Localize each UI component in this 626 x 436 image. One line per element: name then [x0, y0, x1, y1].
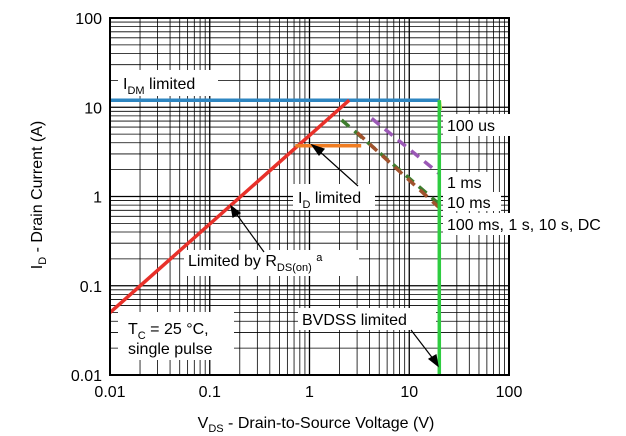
rds-limited-label: Limited by RDS(on) a — [188, 252, 323, 274]
us100-box — [443, 114, 513, 136]
bvdss-box — [298, 308, 436, 330]
x-tick-label: 100 — [496, 384, 523, 401]
id-arrowhead — [310, 143, 326, 156]
tick-labels: 0.01 0.1 1 10 100 0.01 0.1 1 10 100 — [71, 11, 523, 401]
series-ms100dc — [355, 131, 441, 209]
y-tick-label: 10 — [84, 100, 102, 117]
ms10-label: 10 ms — [447, 195, 491, 212]
idm-limited-box — [118, 70, 218, 96]
conditions-line1: TC = 25 °C, — [128, 321, 209, 342]
conditions-box — [118, 312, 234, 360]
ms100dc-label: 100 ms, 1 s, 10 s, DC — [447, 217, 601, 234]
y-tick-label: 0.1 — [80, 279, 102, 296]
rds-arrowhead — [230, 204, 242, 218]
y-tick-label: 100 — [75, 11, 102, 28]
ms1-box — [443, 172, 491, 192]
x-tick-label: 1 — [305, 384, 314, 401]
annotation-arrows — [230, 143, 439, 368]
id-arrow — [317, 149, 359, 187]
us100-label: 100 us — [447, 118, 495, 135]
ms100dc-box — [443, 213, 615, 235]
ms10-box — [443, 192, 501, 211]
y-tick-label: 1 — [93, 190, 102, 207]
id-limited-box — [293, 184, 375, 210]
series-rds — [108, 98, 351, 314]
y-tick-label: 0.01 — [71, 368, 102, 385]
x-axis-label: VDS - Drain-to-Source Voltage (V) — [198, 415, 435, 435]
idm-limited-label: IDM limited — [123, 76, 195, 97]
y-axis-label: ID - Drain Current (A) — [29, 121, 49, 269]
x-tick-label: 0.01 — [94, 384, 125, 401]
rds-limited-box — [184, 250, 359, 276]
x-tick-label: 10 — [400, 384, 418, 401]
plot-frame — [109, 17, 510, 376]
series-ms1 — [370, 117, 441, 176]
bvdss-arrow — [410, 329, 435, 361]
bvdss-label: BVDSS limited — [302, 312, 407, 329]
conditions-line2: single pulse — [128, 341, 213, 358]
ms1-label: 1 ms — [447, 175, 482, 192]
rds-arrow — [234, 211, 265, 253]
series-lines — [108, 98, 444, 375]
x-tick-label: 0.1 — [199, 384, 221, 401]
id-limited-label: ID limited — [298, 190, 361, 211]
bvdss-arrowhead — [427, 354, 439, 368]
